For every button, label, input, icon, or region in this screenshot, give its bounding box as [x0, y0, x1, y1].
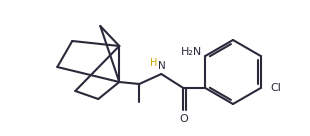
Text: H₂N: H₂N: [181, 47, 202, 57]
Text: O: O: [179, 114, 188, 124]
Text: N: N: [158, 61, 166, 71]
Text: H: H: [150, 58, 157, 68]
Text: Cl: Cl: [270, 83, 281, 93]
